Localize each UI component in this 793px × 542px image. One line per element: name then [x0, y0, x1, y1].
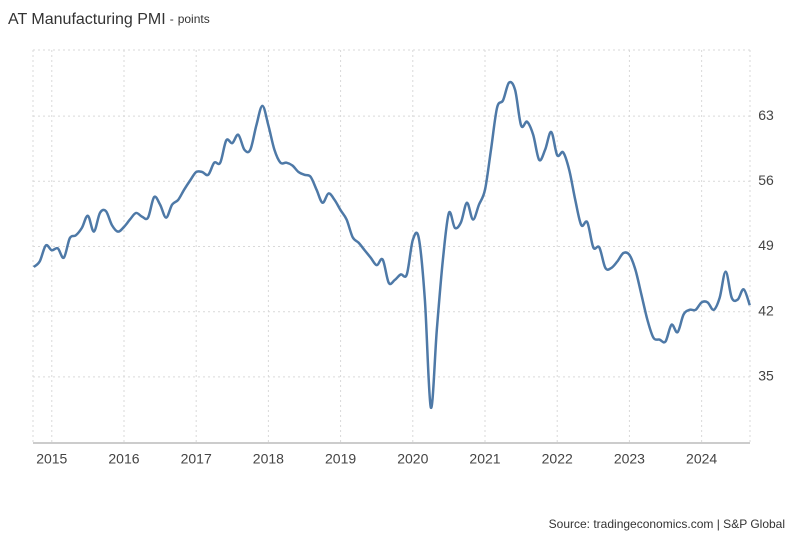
series-line — [32, 80, 751, 409]
y-tick-label: 63 — [758, 107, 774, 123]
chart-title: AT Manufacturing PMI — [8, 11, 166, 28]
x-tick-label: 2024 — [686, 451, 717, 467]
source-note: Source: tradingeconomics.com | S&P Globa… — [549, 517, 785, 531]
y-tick-label: 49 — [758, 237, 774, 253]
x-tick-label: 2022 — [542, 451, 573, 467]
chart-title-group: AT Manufacturing PMI - points — [8, 11, 210, 28]
x-tick-label: 2018 — [253, 451, 284, 467]
x-tick-label: 2020 — [397, 451, 428, 467]
x-tick-label: 2017 — [181, 451, 212, 467]
x-tick-label: 2016 — [108, 451, 139, 467]
x-tick-label: 2019 — [325, 451, 356, 467]
y-tick-label: 35 — [758, 368, 774, 384]
x-tick-label: 2015 — [36, 451, 67, 467]
title-separator: - — [170, 12, 174, 26]
x-tick-label: 2023 — [614, 451, 645, 467]
y-tick-label: 42 — [758, 302, 774, 318]
x-tick-label: 2021 — [469, 451, 500, 467]
y-tick-label: 56 — [758, 172, 774, 188]
chart-subtitle: points — [178, 12, 210, 26]
